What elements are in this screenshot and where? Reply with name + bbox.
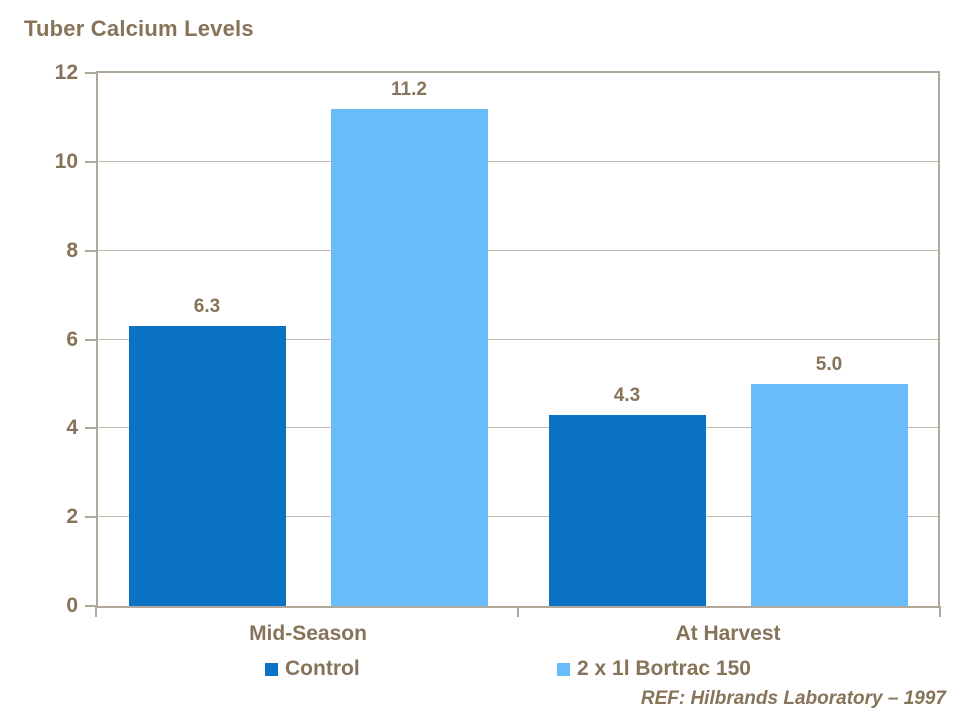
plot-area: 6.3 11.2 4.3 5.0 bbox=[96, 71, 940, 608]
bar-2-x-1l-bortrac-150-mid-season bbox=[330, 108, 488, 606]
y-tick-mark-2 bbox=[85, 516, 96, 519]
y-axis-labels: 0 2 4 6 8 10 12 bbox=[0, 61, 78, 617]
gridline-y-8 bbox=[98, 249, 938, 251]
legend-label-bortrac: 2 x 1l Bortrac 150 bbox=[577, 657, 751, 680]
bar-value-label-at-harvest-control: 4.3 bbox=[613, 385, 641, 407]
reference-text: REF: Hilbrands Laboratory – 1997 bbox=[640, 688, 946, 709]
x-tick-mark bbox=[939, 606, 941, 617]
x-tick-mark bbox=[95, 606, 97, 617]
legend-swatch-bortrac-icon bbox=[557, 662, 570, 676]
chart-title: Tuber Calcium Levels bbox=[24, 16, 254, 41]
legend-item-control: Control bbox=[265, 657, 360, 681]
gridline-y-4 bbox=[98, 427, 938, 429]
y-tick-label-6: 6 bbox=[66, 327, 78, 351]
legend-swatch-control-icon bbox=[265, 662, 278, 676]
category-label-mid-season: Mid-Season bbox=[249, 622, 367, 645]
y-tick-mark-10 bbox=[85, 160, 96, 163]
y-axis-tick-marks bbox=[85, 72, 96, 607]
y-tick-label-12: 12 bbox=[54, 61, 78, 84]
y-tick-mark-12 bbox=[85, 72, 96, 74]
y-tick-mark-8 bbox=[85, 249, 96, 252]
bar-value-label-mid-season-2-x-1l-bortrac-150: 11.2 bbox=[391, 78, 427, 100]
gridline-y-2 bbox=[98, 516, 938, 518]
y-tick-label-10: 10 bbox=[54, 149, 78, 173]
legend-label-control: Control bbox=[285, 657, 360, 680]
gridline-y-10 bbox=[98, 160, 938, 162]
bar-2-x-1l-bortrac-150-at-harvest bbox=[750, 383, 908, 606]
gridline-y-6 bbox=[98, 338, 938, 340]
category-label-at-harvest: At Harvest bbox=[675, 622, 781, 645]
bar-value-label-mid-season-control: 6.3 bbox=[193, 296, 221, 318]
bar-control-at-harvest bbox=[548, 415, 706, 606]
bar-value-label-at-harvest-2-x-1l-bortrac-150: 5.0 bbox=[815, 353, 843, 375]
bar-control-mid-season bbox=[128, 326, 286, 606]
legend-item-bortrac: 2 x 1l Bortrac 150 bbox=[557, 657, 751, 681]
x-axis-tick-marks bbox=[95, 606, 941, 617]
y-tick-label-4: 4 bbox=[66, 416, 78, 440]
y-tick-label-0: 0 bbox=[66, 594, 78, 617]
x-tick-mark bbox=[517, 606, 519, 617]
y-tick-mark-6 bbox=[85, 338, 96, 341]
y-tick-label-8: 8 bbox=[66, 238, 78, 262]
y-tick-label-2: 2 bbox=[66, 505, 78, 529]
y-tick-mark-4 bbox=[85, 427, 96, 430]
y-tick-mark-0 bbox=[85, 605, 96, 607]
